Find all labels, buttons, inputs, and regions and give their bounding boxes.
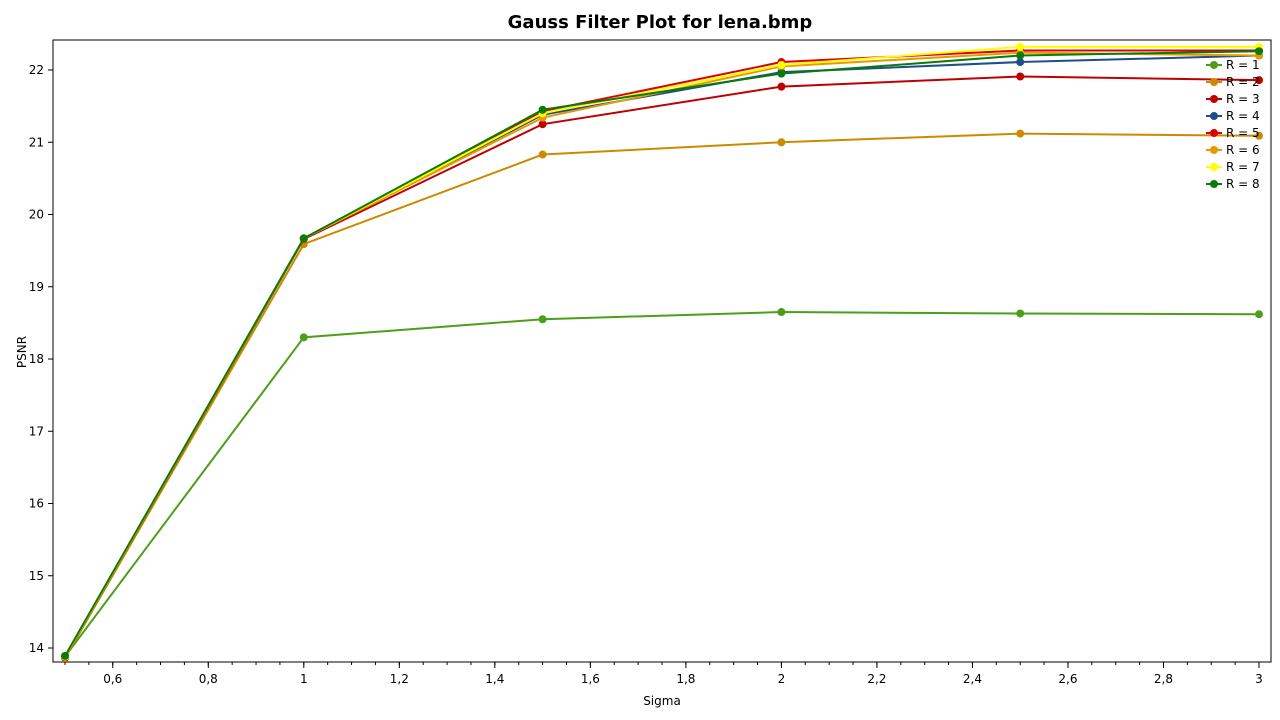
- y-tick-label: 22: [29, 63, 44, 77]
- series-8: [61, 47, 1263, 660]
- data-point: [299, 333, 308, 342]
- data-point: [1255, 47, 1263, 56]
- data-point: [1255, 76, 1263, 85]
- x-axis: 0,6 0,8 1 1,2 1,4 1,6 1,8 2 2,2 2,4 2,6 2,8 3: [64, 662, 1263, 686]
- data-point: [777, 308, 786, 317]
- y-tick-label: 18: [29, 352, 44, 366]
- legend-label: R = 5: [1226, 126, 1260, 140]
- data-point: [777, 138, 786, 147]
- x-tick-label: 2,8: [1154, 672, 1173, 686]
- data-point: [1016, 58, 1025, 67]
- data-point: [1016, 51, 1025, 60]
- data-point: [538, 315, 547, 324]
- data-point: [1255, 131, 1263, 140]
- data-point: [538, 150, 547, 159]
- y-axis-label: PSNR: [15, 336, 29, 368]
- x-tick-label: 1: [300, 672, 308, 686]
- data-point: [538, 105, 547, 114]
- series-line: [64, 45, 1259, 658]
- series-3: [61, 72, 1263, 662]
- legend-swatch-marker: [1210, 61, 1218, 69]
- data-point: [61, 651, 69, 660]
- series-1: [61, 308, 1263, 661]
- series-line: [64, 54, 1260, 658]
- series-line: [64, 49, 1259, 658]
- legend-swatch-marker: [1210, 129, 1218, 137]
- series-line: [64, 50, 1260, 657]
- x-tick-label: 1,6: [581, 672, 600, 686]
- x-tick-label: 1,8: [676, 672, 695, 686]
- data-point: [538, 120, 547, 129]
- y-tick-label: 19: [29, 280, 44, 294]
- y-tick-label: 16: [29, 497, 44, 511]
- data-point: [299, 234, 308, 243]
- legend: R = 1 R = 2 R = 3 R = 4 R = 5 R = 6 R = 7 R = 8: [1206, 58, 1260, 191]
- legend-swatch-marker: [1210, 180, 1218, 188]
- legend-label: R = 8: [1226, 177, 1260, 191]
- legend-label: R = 1: [1226, 58, 1260, 72]
- legend-label: R = 2: [1226, 75, 1260, 89]
- series-line: [64, 132, 1260, 659]
- y-tick-label: 17: [29, 424, 44, 438]
- x-tick-label: 2,6: [1058, 672, 1077, 686]
- series-line: [64, 75, 1260, 658]
- data-point: [1016, 129, 1025, 138]
- y-axis: 14 15 16 17 18 19 20 21 22: [29, 63, 53, 655]
- legend-item: R = 7: [1206, 160, 1260, 174]
- x-tick-label: 0,6: [103, 672, 122, 686]
- legend-item: R = 1: [1206, 58, 1260, 72]
- y-tick-label: 14: [29, 641, 44, 655]
- series-layer: [61, 42, 1263, 663]
- legend-item: R = 3: [1206, 92, 1260, 106]
- legend-item: R = 4: [1206, 109, 1260, 123]
- data-point: [1016, 72, 1025, 81]
- legend-swatch-marker: [1210, 78, 1218, 86]
- series-line: [64, 311, 1260, 658]
- legend-item: R = 6: [1206, 143, 1260, 157]
- data-point: [777, 82, 786, 91]
- legend-label: R = 6: [1226, 143, 1260, 157]
- x-tick-label: 2,2: [867, 672, 886, 686]
- legend-item: R = 5: [1206, 126, 1260, 140]
- y-tick-label: 20: [29, 208, 44, 222]
- y-tick-label: 21: [29, 135, 44, 149]
- legend-swatch-marker: [1210, 95, 1218, 103]
- data-point: [1255, 310, 1263, 319]
- legend-label: R = 3: [1226, 92, 1260, 106]
- data-point: [777, 69, 786, 78]
- legend-swatch-marker: [1210, 163, 1218, 171]
- legend-swatch-marker: [1210, 112, 1218, 120]
- legend-item: R = 8: [1206, 177, 1260, 191]
- y-tick-label: 15: [29, 569, 44, 583]
- data-point: [1016, 309, 1025, 318]
- x-tick-label: 0,8: [199, 672, 218, 686]
- legend-label: R = 7: [1226, 160, 1260, 174]
- x-tick-label: 2,4: [963, 672, 982, 686]
- legend-label: R = 4: [1226, 109, 1260, 123]
- x-tick-label: 1,2: [390, 672, 409, 686]
- data-point: [777, 60, 786, 69]
- x-tick-label: 2: [778, 672, 786, 686]
- series-6: [61, 48, 1263, 661]
- chart-title: Gauss Filter Plot for lena.bmp: [508, 12, 813, 33]
- x-tick-label: 1,4: [485, 672, 504, 686]
- x-tick-label: 3: [1255, 672, 1263, 686]
- series-4: [61, 51, 1263, 661]
- series-line: [64, 51, 1260, 658]
- legend-swatch-marker: [1210, 146, 1218, 154]
- x-axis-label: Sigma: [643, 694, 681, 708]
- series-2: [61, 129, 1263, 663]
- data-point: [1016, 42, 1025, 51]
- legend-item: R = 2: [1206, 75, 1260, 89]
